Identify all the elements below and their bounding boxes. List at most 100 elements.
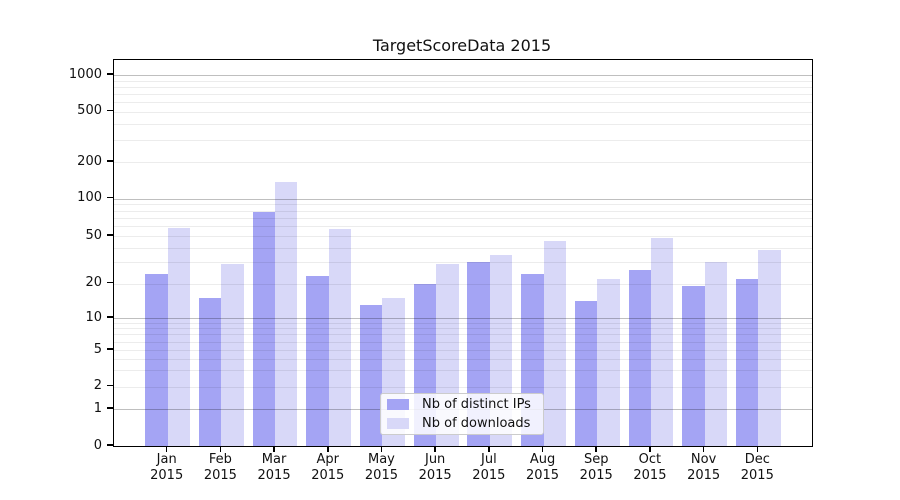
bar-distinct-ips-dec: [735, 278, 759, 446]
gridline-minor: [114, 80, 812, 82]
bar-downloads-dec: [758, 250, 781, 446]
x-tick-mark: [219, 446, 222, 452]
gridline-minor: [114, 386, 812, 388]
gridline-minor: [114, 334, 812, 336]
x-tick-mark: [756, 446, 759, 452]
gridline-minor: [114, 341, 812, 343]
gridline-major: [114, 318, 812, 319]
bar-downloads-feb: [221, 264, 244, 446]
legend-swatch-distinct-ips: [387, 399, 409, 410]
y-tick-label: 20: [85, 275, 102, 290]
bar-distinct-ips-oct: [628, 269, 651, 446]
bar-downloads-sep: [597, 278, 620, 446]
gridline-minor: [114, 236, 812, 237]
y-tick-mark: [107, 384, 113, 387]
y-tick-mark: [107, 109, 113, 112]
x-tick-label: Jul 2015: [472, 452, 506, 483]
legend: Nb of distinct IPs Nb of downloads: [380, 393, 544, 435]
y-tick-label: 1: [93, 400, 102, 416]
x-tick-label: Oct 2015: [633, 452, 667, 483]
y-tick-mark: [107, 348, 113, 350]
legend-item-distinct-ips: Nb of distinct IPs: [387, 397, 537, 412]
x-tick-mark: [165, 446, 168, 452]
x-tick-label: Apr 2015: [311, 452, 345, 483]
y-tick-mark: [107, 281, 113, 284]
y-tick-mark: [107, 444, 113, 446]
y-tick-label: 10: [85, 309, 102, 325]
bar-distinct-ips-mar: [252, 211, 276, 446]
bar-downloads-jan: [167, 227, 191, 446]
gridline-major: [114, 198, 812, 200]
bar-distinct-ips-jan: [145, 274, 168, 446]
y-tick-label: 100: [77, 190, 102, 205]
gridline-minor: [114, 204, 812, 206]
x-tick-mark: [595, 446, 597, 452]
x-tick-mark: [649, 446, 651, 452]
plot-area: [113, 59, 813, 447]
gridline-minor: [114, 283, 812, 285]
x-tick-label: Sep 2015: [579, 452, 613, 483]
gridline-major: [114, 75, 812, 76]
y-tick-mark: [107, 73, 113, 75]
gridline-minor: [114, 370, 812, 372]
legend-label-distinct-ips: Nb of distinct IPs: [422, 397, 531, 412]
x-tick-mark: [541, 446, 544, 452]
y-tick-mark: [107, 160, 113, 162]
x-tick-mark: [488, 446, 490, 452]
x-tick-label: May 2015: [364, 452, 398, 483]
gridline-minor: [114, 328, 812, 330]
bar-distinct-ips-may: [360, 304, 383, 446]
x-tick-label: Jan 2015: [150, 452, 184, 483]
x-tick-mark: [273, 446, 275, 452]
legend-item-downloads: Nb of downloads: [387, 416, 537, 431]
legend-label-downloads: Nb of downloads: [422, 416, 531, 431]
y-tick-mark: [107, 234, 113, 236]
x-tick-label: Aug 2015: [525, 452, 560, 483]
gridline-minor: [114, 123, 812, 125]
y-tick-label: 200: [77, 153, 102, 169]
y-tick-label: 50: [85, 227, 102, 243]
y-tick-mark: [107, 407, 113, 409]
gridline-minor: [114, 139, 812, 141]
x-tick-mark: [380, 446, 383, 452]
bar-downloads-mar: [275, 181, 298, 446]
bar-downloads-oct: [650, 238, 674, 446]
gridline-minor: [114, 226, 812, 228]
legend-swatch-downloads: [387, 418, 409, 429]
gridline-minor: [114, 86, 812, 88]
y-tick-label: 1000: [68, 66, 102, 82]
chart-title: TargetScoreData 2015: [372, 36, 552, 55]
x-tick-mark: [327, 446, 329, 452]
x-tick-mark: [702, 446, 705, 452]
bar-distinct-ips-apr: [306, 276, 329, 446]
y-tick-label: 500: [77, 103, 102, 118]
gridline-minor: [114, 217, 812, 219]
x-tick-label: Feb 2015: [203, 452, 237, 483]
gridline-minor: [114, 162, 812, 163]
y-tick-label: 5: [93, 341, 102, 357]
gridline-minor: [114, 210, 812, 212]
gridline-minor: [114, 111, 812, 113]
gridline-minor: [114, 247, 812, 249]
x-tick-label: Nov 2015: [687, 452, 721, 483]
y-tick-label: 0: [93, 437, 102, 453]
gridline-minor: [114, 322, 812, 324]
gridline-minor: [114, 262, 812, 264]
x-tick-label: Jun 2015: [418, 452, 452, 483]
y-tick-mark: [107, 316, 113, 318]
x-tick-label: Dec 2015: [740, 452, 774, 483]
gridline-minor: [114, 93, 812, 95]
x-tick-mark: [434, 446, 436, 452]
y-tick-label: 2: [93, 378, 102, 393]
bar-distinct-ips-feb: [198, 297, 222, 446]
gridline-minor: [114, 101, 812, 103]
gridline-minor: [114, 350, 812, 351]
bar-downloads-aug: [543, 241, 566, 446]
bar-downloads-nov: [704, 262, 727, 446]
bar-distinct-ips-nov: [682, 286, 705, 446]
bar-downloads-apr: [328, 228, 352, 446]
gridline-minor: [114, 358, 812, 360]
bar-distinct-ips-sep: [574, 301, 598, 446]
x-tick-label: Mar 2015: [257, 452, 291, 483]
